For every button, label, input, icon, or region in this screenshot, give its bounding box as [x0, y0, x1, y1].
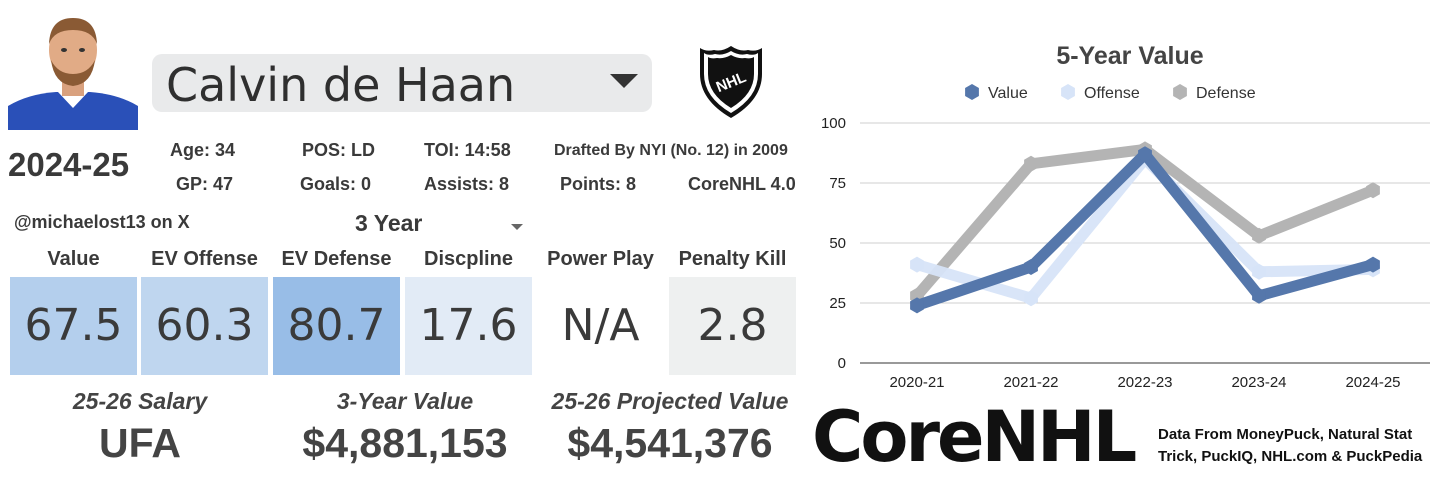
data-source-note: Data From MoneyPuck, Natural Stat Trick,… — [1158, 424, 1448, 468]
data-point-defense — [1366, 182, 1380, 199]
legend-marker — [1173, 84, 1187, 100]
legend-marker — [965, 84, 979, 100]
metric-label-discipline: Discpline — [424, 248, 513, 270]
line-chart: 0 25 50 75 100 2020-21 2021-22 2022-23 2023-24 20… — [821, 84, 1430, 391]
metric-label-ev-offense: EV Offense — [151, 248, 258, 270]
legend-label: Defense — [1196, 85, 1256, 102]
corenhl-brand: CoreNHL — [812, 396, 1137, 478]
player-photo — [8, 8, 138, 130]
metric-box-value: 67.5 — [10, 277, 137, 375]
metric-label-penalty-kill: Penalty Kill — [678, 248, 787, 270]
x-tick-label: 2022-23 — [1117, 374, 1172, 391]
y-tick-label: 100 — [821, 115, 846, 132]
stat-age: Age: 34 — [170, 140, 236, 160]
x-tick-label: 2024-25 — [1345, 374, 1400, 391]
metric-box-ev-offense: 60.3 — [141, 277, 268, 375]
legend-label: Value — [988, 85, 1028, 102]
player-name: Calvin de Haan — [166, 58, 516, 112]
y-tick-label: 50 — [829, 235, 846, 252]
metric-box-discipline: 17.6 — [405, 277, 532, 375]
three-year-value-label: 3-Year Value — [336, 388, 474, 414]
metric-box-power-play: N/A — [537, 277, 664, 375]
legend-label: Offense — [1084, 85, 1140, 102]
y-tick-label: 0 — [838, 355, 846, 372]
y-tick-label: 75 — [829, 175, 846, 192]
stat-goals: Goals: 0 — [300, 174, 372, 194]
metric-label-ev-defense: EV Defense — [281, 248, 392, 270]
x-tick-label: 2023-24 — [1231, 374, 1286, 391]
nhl-logo: NHL — [696, 44, 766, 120]
data-point-value — [1024, 259, 1038, 275]
nhl-shield-icon: NHL — [700, 46, 762, 118]
three-year-value: $4,881,153 — [302, 420, 508, 466]
period-caret-icon[interactable] — [511, 224, 523, 230]
stat-toi: TOI: 14:58 — [424, 140, 511, 160]
stat-version: CoreNHL 4.0 — [688, 174, 796, 194]
data-point-value — [1366, 256, 1380, 273]
source-line-1: Data From MoneyPuck, Natural Stat — [1158, 426, 1413, 443]
data-point-offense — [910, 256, 924, 273]
stat-drafted: Drafted By NYI (No. 12) in 2009 — [554, 142, 788, 159]
x-tick-label: 2020-21 — [889, 374, 944, 391]
data-point-value — [1252, 287, 1266, 304]
metric-box-penalty-kill: 2.8 — [669, 277, 796, 375]
projected-value: $4,541,376 — [567, 420, 773, 466]
source-line-2: Trick, PuckIQ, NHL.com & PuckPedia — [1158, 448, 1423, 465]
stat-gp: GP: 47 — [176, 174, 234, 194]
stat-assists: Assists: 8 — [424, 174, 510, 194]
data-point-value — [1138, 146, 1152, 163]
legend-marker — [1061, 84, 1075, 100]
x-tick-label: 2021-22 — [1003, 374, 1058, 391]
social-handle: @michaelost13 on X — [14, 212, 190, 232]
series-line-value — [911, 148, 1379, 311]
data-point-offense — [1252, 263, 1266, 280]
y-tick-label: 25 — [829, 295, 846, 312]
data-point-offense — [1024, 290, 1038, 307]
period-selector[interactable]: 3 Year — [355, 210, 423, 236]
metric-box-ev-defense: 80.7 — [273, 277, 400, 375]
salary-label: 25-26 Salary — [72, 388, 208, 414]
stat-points: Points: 8 — [560, 174, 637, 194]
metric-label-power-play: Power Play — [547, 248, 654, 270]
salary-value: UFA — [99, 420, 181, 466]
metric-label-value: Value — [47, 248, 100, 270]
stat-pos: POS: LD — [302, 140, 376, 160]
dropdown-caret-icon[interactable] — [610, 74, 638, 88]
player-selector[interactable]: Calvin de Haan — [152, 54, 652, 112]
data-point-defense — [1252, 227, 1266, 244]
season-label: 2024-25 — [8, 146, 130, 183]
player-photo-image — [8, 8, 138, 130]
data-point-value — [910, 297, 924, 314]
data-point-defense — [1024, 155, 1038, 172]
projected-value-label: 25-26 Projected Value — [551, 388, 789, 414]
chart-title: 5-Year Value — [1056, 42, 1204, 70]
